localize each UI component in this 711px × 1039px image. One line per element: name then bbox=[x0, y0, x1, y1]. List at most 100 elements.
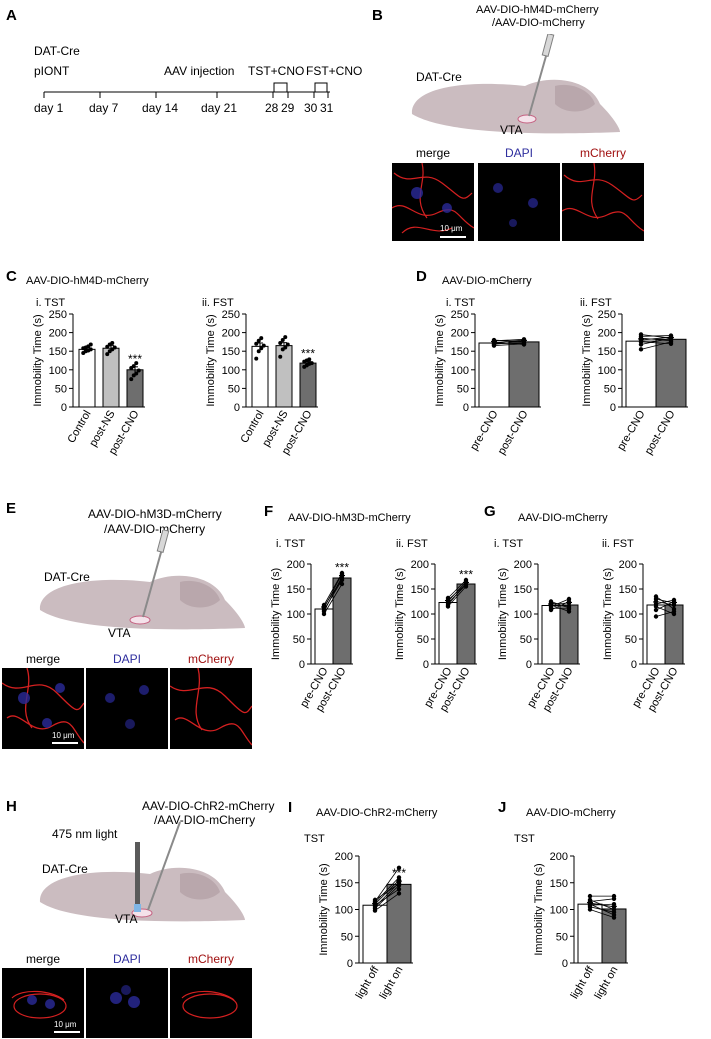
bar bbox=[559, 604, 579, 665]
chart-subtitle: i. TST bbox=[494, 538, 523, 550]
tst-bracket bbox=[273, 82, 288, 92]
pair-line bbox=[493, 341, 525, 345]
y-tick-label: 0 bbox=[61, 402, 67, 414]
y-tick-label: 150 bbox=[49, 346, 67, 358]
chart-subtitle: ii. FST bbox=[396, 538, 428, 550]
channel-label-merge: merge bbox=[25, 952, 60, 966]
y-tick-label: 200 bbox=[335, 851, 353, 863]
y-tick-label: 0 bbox=[631, 659, 637, 671]
y-tick-label: 250 bbox=[598, 309, 616, 321]
y-axis-label: Immobility Time (s) bbox=[533, 863, 545, 955]
x-tick-label: pre-CNO bbox=[615, 408, 648, 452]
data-point bbox=[88, 347, 93, 352]
panel-letter-e: E bbox=[6, 500, 17, 517]
data-point bbox=[261, 343, 266, 348]
bar bbox=[299, 362, 317, 408]
data-point bbox=[566, 609, 572, 614]
data-point bbox=[653, 614, 659, 619]
bar bbox=[362, 904, 388, 964]
pair-line bbox=[447, 584, 467, 604]
channel-label-dapi: DAPI bbox=[112, 952, 141, 966]
pair-line bbox=[374, 888, 400, 906]
x-tick-label: post-CNO bbox=[643, 408, 678, 457]
mouse-label: DAT-Cre bbox=[42, 862, 88, 876]
y-tick-label: 200 bbox=[598, 328, 616, 340]
data-point bbox=[653, 594, 659, 599]
y-tick-label: 100 bbox=[49, 365, 67, 377]
data-point bbox=[278, 354, 283, 359]
panel-letter: F bbox=[264, 503, 273, 520]
y-tick-label: 50 bbox=[417, 634, 429, 646]
merge-image bbox=[392, 163, 474, 241]
bar bbox=[438, 602, 458, 665]
y-tick-label: 200 bbox=[550, 851, 568, 863]
brain-diagram bbox=[20, 820, 260, 940]
data-point bbox=[611, 893, 617, 899]
dapi-image bbox=[86, 968, 168, 1038]
x-tick-label: light on bbox=[377, 965, 405, 1002]
chart-subtitle: TST bbox=[514, 833, 535, 845]
y-tick-label: 150 bbox=[619, 584, 637, 596]
data-point bbox=[259, 336, 264, 341]
bar bbox=[478, 342, 510, 408]
panel-letter: J bbox=[498, 799, 506, 816]
x-tick-label: pre-CNO bbox=[468, 408, 501, 452]
y-tick-label: 200 bbox=[49, 328, 67, 340]
chart-title: AAV-DIO-hM4D-mCherry bbox=[26, 275, 149, 287]
chart-title: AAV-DIO-mCherry bbox=[526, 807, 616, 819]
y-tick-label: 150 bbox=[335, 878, 353, 890]
panel-letter: G bbox=[484, 503, 496, 520]
scale-bar bbox=[52, 742, 78, 744]
y-tick-label: 50 bbox=[228, 383, 240, 395]
y-tick-label: 150 bbox=[451, 346, 469, 358]
bar bbox=[508, 341, 540, 408]
y-tick-label: 200 bbox=[514, 559, 532, 571]
timeline-svg bbox=[43, 82, 330, 98]
y-tick-label: 100 bbox=[619, 609, 637, 621]
data-point bbox=[653, 607, 659, 613]
y-axis-label: Immobility Time (s) bbox=[270, 568, 282, 660]
y-axis-label: Immobility Time (s) bbox=[602, 568, 614, 660]
merge-image bbox=[2, 968, 84, 1038]
scale-bar-label: 10 μm bbox=[440, 224, 463, 233]
scale-bar bbox=[54, 1031, 80, 1033]
y-axis-label: Immobility Time (s) bbox=[497, 568, 509, 660]
y-tick-label: 0 bbox=[423, 659, 429, 671]
data-point bbox=[548, 599, 554, 604]
pair-line bbox=[655, 596, 675, 610]
data-point bbox=[396, 891, 402, 896]
pair-line bbox=[640, 334, 672, 339]
y-axis-label: Immobility Time (s) bbox=[434, 314, 446, 406]
data-point bbox=[587, 897, 593, 903]
y-tick-label: 250 bbox=[49, 309, 67, 321]
y-tick-label: 50 bbox=[604, 383, 616, 395]
y-tick-label: 0 bbox=[526, 659, 532, 671]
y-tick-label: 50 bbox=[55, 383, 67, 395]
chart-subtitle: i. TST bbox=[276, 538, 305, 550]
y-tick-label: 200 bbox=[287, 559, 305, 571]
y-tick-label: 0 bbox=[463, 402, 469, 414]
pair-line bbox=[655, 601, 675, 611]
y-axis-label: Immobility Time (s) bbox=[205, 314, 217, 406]
channel-label-dapi: DAPI bbox=[112, 652, 141, 666]
virus-label: /AAV-DIO-mCherry bbox=[104, 522, 206, 536]
chart-subtitle: ii. FST bbox=[602, 538, 634, 550]
y-axis-label: Immobility Time (s) bbox=[581, 314, 593, 406]
channel-label-dapi: DAPI bbox=[504, 146, 533, 160]
panel-letter: C bbox=[6, 268, 17, 285]
panel-letter-a: A bbox=[6, 7, 17, 24]
day-label: day 1 bbox=[34, 101, 64, 115]
data-point bbox=[256, 349, 261, 354]
x-tick-label: light on bbox=[592, 965, 620, 1002]
y-tick-label: 100 bbox=[451, 365, 469, 377]
y-axis-label: Immobility Time (s) bbox=[32, 314, 44, 406]
significance-label: *** bbox=[128, 352, 142, 366]
mouse-label: DAT-Cre bbox=[44, 570, 90, 584]
chart-title: AAV-DIO-hM3D-mCherry bbox=[288, 512, 411, 524]
pair-line bbox=[550, 601, 570, 609]
pair-line bbox=[447, 583, 467, 601]
dapi-image bbox=[86, 668, 168, 749]
pair-line bbox=[493, 339, 525, 343]
bar bbox=[251, 345, 269, 408]
pair-line bbox=[589, 909, 615, 918]
